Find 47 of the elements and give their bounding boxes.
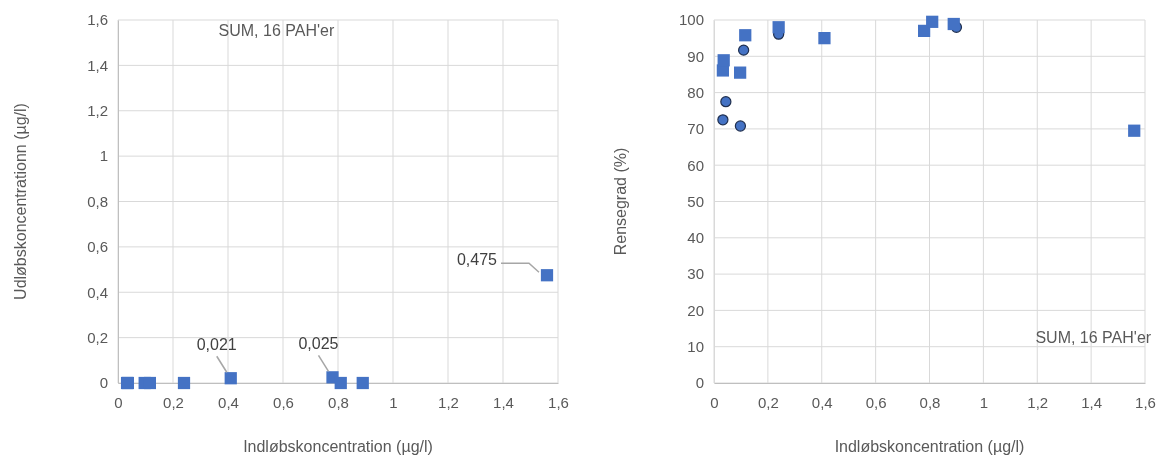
x-tick-label: 0,2 [757, 393, 779, 411]
y-tick-label: 1,2 [87, 102, 108, 120]
y-tick-label: 50 [687, 192, 704, 210]
y-tick-label: 80 [687, 83, 704, 101]
x-tick-label: 0,6 [865, 393, 887, 411]
x-tick-label: 1,6 [1135, 393, 1156, 411]
text: SUM, 16 PAH'er [1035, 329, 1152, 346]
y-tick-label: 1 [99, 147, 108, 165]
y-tick-label: 40 [687, 229, 704, 247]
x-tick-label: 1,4 [1081, 393, 1103, 411]
y-tick-label: 20 [687, 301, 704, 319]
x-tick-label: 1 [979, 393, 989, 411]
y-tick-label: 90 [687, 47, 704, 65]
y-tick-label: 10 [687, 338, 704, 355]
x-tick-label: 0,6 [273, 393, 294, 411]
y-tick-label: 70 [687, 120, 704, 138]
y-tick-label: 0,8 [87, 192, 108, 210]
y-tick-label: 0,2 [87, 328, 108, 346]
y-tick-label: 0,4 [87, 283, 108, 301]
x-tick-label: 1 [389, 393, 398, 411]
y-tick-label: 0,6 [87, 238, 108, 256]
y-tick-label: 100 [678, 11, 704, 29]
x-tick-label: 0,2 [163, 393, 184, 411]
y-tick-label: 30 [687, 265, 704, 283]
y-tick-label: 0 [695, 374, 704, 392]
x-tick-label: 0 [710, 393, 719, 411]
y-axis-title: Udløbskoncentrationn (µg/l) [12, 103, 29, 300]
x-tick-label: 1,6 [548, 393, 569, 411]
x-tick-label: 1,2 [1027, 393, 1049, 411]
data-label: 0,025 [298, 335, 339, 353]
x-tick-label: 1,2 [438, 393, 459, 411]
chart-title: SUM, 16 PAH'er [218, 22, 335, 39]
x-tick-label: 0,8 [328, 393, 349, 411]
x-tick-label: 0 [114, 393, 123, 411]
x-tick-label: 0,4 [218, 393, 239, 411]
y-axis-title: Rensegrad (%) [612, 147, 629, 256]
data-label: 0,021 [196, 336, 237, 354]
x-axis-title: Indløbskoncentration (µg/l) [834, 438, 1025, 455]
y-tick-label: 0 [99, 374, 108, 392]
x-axis-title: Indløbskoncentration (µg/l) [243, 438, 433, 455]
x-tick-label: 0,8 [919, 393, 941, 411]
data-label: 0,475 [456, 251, 498, 269]
x-tick-label: 0,4 [811, 393, 833, 411]
x-tick-label: 1,4 [493, 393, 514, 411]
y-tick-label: 1,4 [87, 56, 108, 74]
y-tick-label: 60 [687, 156, 704, 174]
y-tick-label: 1,6 [87, 11, 108, 29]
